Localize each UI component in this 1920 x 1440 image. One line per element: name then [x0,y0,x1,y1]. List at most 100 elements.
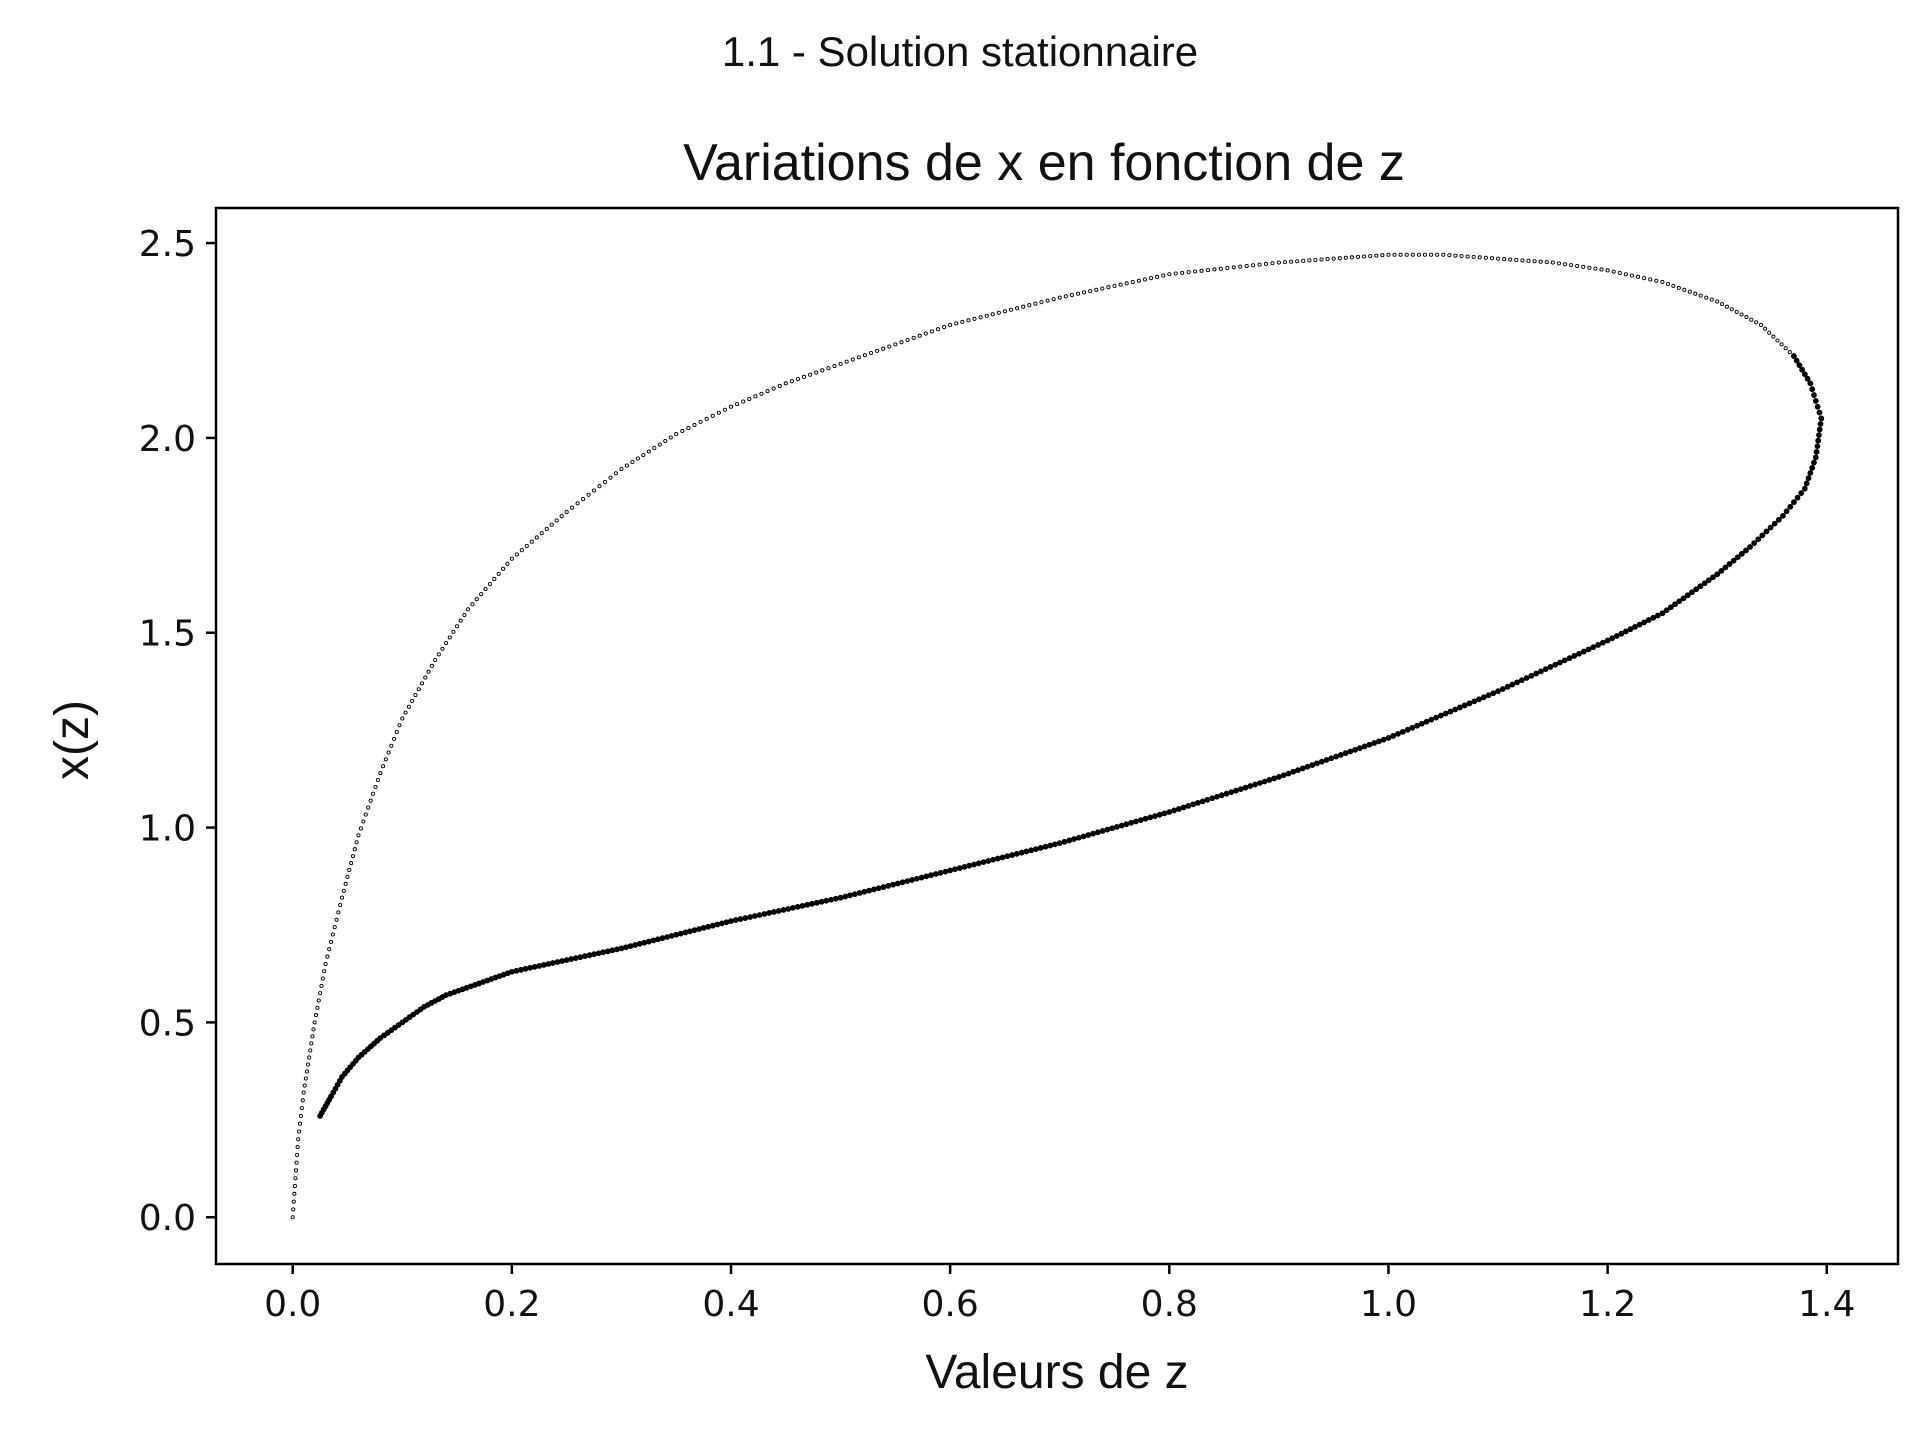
data-point [505,561,510,566]
data-point [1642,276,1647,281]
data-point [673,931,680,938]
data-point [1173,271,1178,276]
data-point [818,898,825,905]
data-point [1063,294,1068,299]
data-point [646,449,651,454]
data-point [1747,544,1753,550]
data-point [1787,503,1794,510]
data-point [356,833,361,838]
data-point [568,956,575,962]
data-point [1739,312,1744,317]
data-point [809,900,815,907]
data-point [1771,334,1776,339]
data-point [1807,470,1814,476]
data-point [1471,698,1478,705]
data-point [1480,694,1487,701]
data-point [1544,260,1549,265]
data-point [1071,836,1077,842]
data-point [1734,309,1739,314]
data-point [1362,254,1367,259]
data-point [368,798,373,803]
data-point [1410,252,1415,257]
data-point [1204,796,1211,803]
data-point [1714,571,1721,578]
data-point [783,381,788,386]
data-point [400,716,405,721]
data-point [1552,661,1559,668]
data-point [1676,598,1683,605]
data-point [741,399,746,404]
data-point [1347,748,1354,755]
data-point [1476,696,1482,703]
data-point [652,445,657,451]
data-point [664,934,670,940]
data-point [536,963,543,969]
data-point [1212,267,1217,272]
data-point [586,492,591,497]
data-point [1496,256,1501,261]
data-point [1816,409,1823,416]
data-point [1763,528,1770,535]
data-point [1684,592,1691,599]
data-point [1627,626,1634,633]
data-point [1523,675,1530,681]
data-point [487,581,492,587]
data-point [837,894,844,901]
data-point [777,383,782,389]
data-point [1738,550,1745,557]
data-point [1767,524,1774,531]
data-point [318,991,323,996]
data-point [1009,852,1015,858]
data-point [1629,273,1635,278]
data-point [366,805,371,810]
data-point [655,936,661,943]
data-point [1697,583,1704,590]
data-point [794,903,801,910]
data-point [1466,700,1473,707]
data-point [894,880,901,887]
data-point [1333,753,1339,760]
data-point [1361,743,1368,750]
data-point [948,322,953,327]
data-point [1814,443,1821,450]
data-point [1812,397,1819,404]
data-point [856,355,861,360]
data-point [1791,353,1797,359]
data-point [1051,297,1056,302]
data-point [947,867,954,874]
data-point [753,394,758,399]
data-point [751,913,758,919]
data-point [1779,342,1784,347]
y-tick-label: 0.0 [139,1198,196,1239]
data-point [429,663,434,668]
data-point [1556,261,1561,266]
data-point [1205,268,1211,273]
data-point [291,1199,296,1204]
data-point [447,635,452,640]
data-point [1237,786,1244,793]
data-point [295,1145,300,1150]
data-point [1199,798,1206,805]
data-point [1599,267,1604,272]
data-point [682,929,689,936]
data-point [1251,263,1256,268]
data-point [1809,386,1816,393]
data-point [1718,567,1725,574]
data-point [1186,270,1191,275]
data-point [332,925,337,930]
data-point [1636,274,1641,279]
data-point [1811,392,1817,398]
data-point [529,539,534,544]
data-point [1099,828,1106,834]
data-point [341,888,346,893]
data-point [1710,574,1716,581]
data-point [309,1041,314,1046]
data-point [1166,809,1173,815]
data-point [300,1098,305,1103]
data-point [1392,252,1397,257]
data-point [1477,255,1482,260]
data-point [343,881,348,886]
data-point [813,899,820,906]
data-point [1114,823,1120,830]
data-point [1323,757,1330,763]
